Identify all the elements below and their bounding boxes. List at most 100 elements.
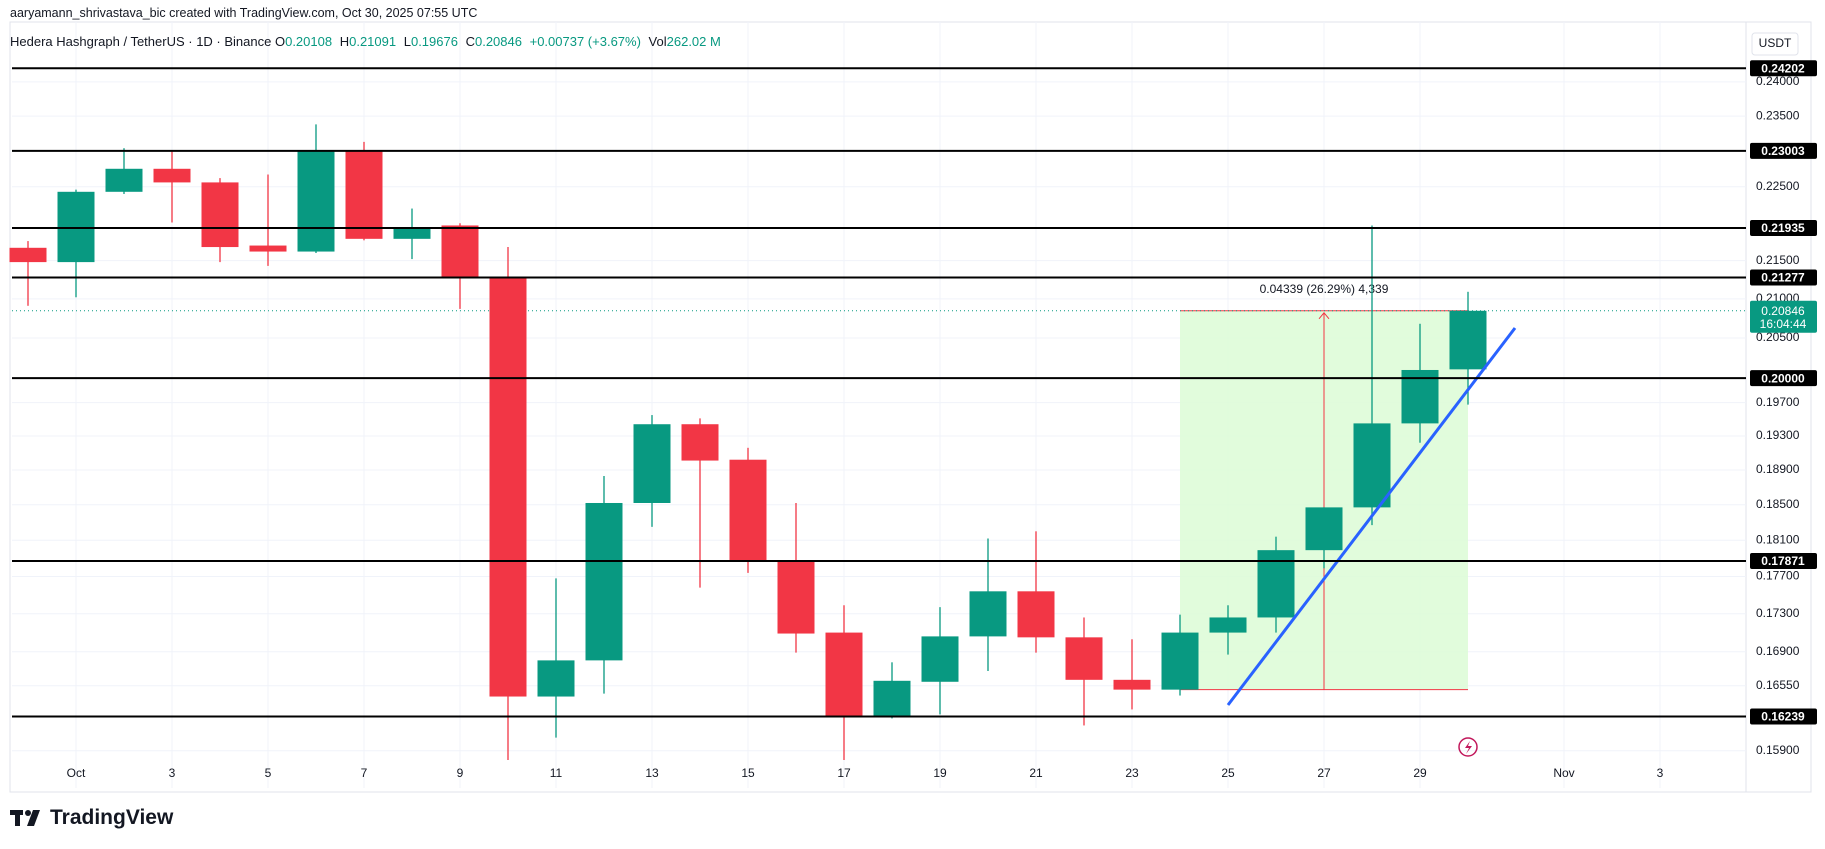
- candle-body: [1113, 679, 1151, 690]
- candle-body: [345, 151, 383, 239]
- alert-bolt: [1465, 741, 1472, 754]
- level-label-box: [1750, 552, 1817, 569]
- trendline: [1226, 327, 1517, 706]
- y-tick-label: 0.18900: [1756, 462, 1800, 476]
- x-tick-label: 17: [837, 766, 851, 780]
- y-tick-label: 0.15900: [1756, 743, 1800, 757]
- measure-label: 0.04339 (26.29%) 4,339: [1260, 282, 1389, 296]
- currency-box: [1751, 32, 1799, 56]
- x-tick-label: 3: [1657, 766, 1664, 780]
- low-value: 0.19676: [410, 34, 458, 49]
- l-label: L: [403, 34, 411, 49]
- last-price-label: 0.20846: [1761, 304, 1805, 318]
- x-tick-label: 5: [265, 766, 272, 780]
- candle-body: [393, 227, 431, 239]
- open-value: 0.20108: [285, 34, 333, 49]
- candle-body: [633, 424, 671, 503]
- x-tick-label: 13: [645, 766, 659, 780]
- x-tick-label: 27: [1317, 766, 1331, 780]
- y-tick-label: 0.23500: [1756, 108, 1800, 122]
- candle-body: [1449, 310, 1487, 370]
- x-tick-label: 7: [361, 766, 368, 780]
- y-tick-label: 0.18500: [1756, 497, 1800, 511]
- candle-body: [489, 276, 527, 697]
- plot-frame: [9, 21, 1812, 793]
- y-tick-label: 0.16550: [1756, 678, 1800, 692]
- y-tick-label: 0.24000: [1756, 74, 1800, 88]
- level-label: 0.16239: [1761, 710, 1805, 724]
- level-label: 0.17871: [1761, 554, 1805, 568]
- candle-body: [1353, 423, 1391, 508]
- candle-body: [1305, 507, 1343, 551]
- x-tick-label: 15: [741, 766, 755, 780]
- y-tick-label: 0.21500: [1756, 253, 1800, 267]
- candle-body: [201, 182, 239, 248]
- x-tick-label: 23: [1125, 766, 1139, 780]
- symbol: Hedera Hashgraph / TetherUS · 1D · Binan…: [10, 34, 272, 49]
- h-label: H: [339, 34, 350, 49]
- candle-body: [153, 168, 191, 183]
- alert-icon: [1458, 737, 1478, 757]
- x-tick-label: Oct: [67, 766, 86, 780]
- level-label-box: [1750, 220, 1817, 237]
- y-tick-label: 0.17300: [1756, 606, 1800, 620]
- level-label: 0.23003: [1761, 144, 1805, 158]
- volume-value: 262.02 M: [666, 34, 721, 49]
- candle-body: [441, 225, 479, 278]
- candle-body: [537, 660, 575, 697]
- level-label: 0.20000: [1761, 371, 1805, 385]
- candle-body: [249, 245, 287, 252]
- candle-body: [1017, 591, 1055, 638]
- candle-body: [1065, 637, 1103, 680]
- close-value: 0.20846: [474, 34, 522, 49]
- logo-text: TradingView: [50, 806, 174, 829]
- x-tick-label: 3: [169, 766, 176, 780]
- high-value: 0.21091: [349, 34, 397, 49]
- candle-body: [921, 636, 959, 682]
- x-tick-label: Nov: [1553, 766, 1574, 780]
- x-tick-label: 29: [1413, 766, 1427, 780]
- y-tick-label: 0.19700: [1756, 395, 1800, 409]
- candle-body: [105, 168, 143, 192]
- level-label: 0.21935: [1761, 221, 1805, 235]
- logo: TradingView: [10, 806, 173, 830]
- level-label-box: [1750, 269, 1817, 286]
- candle-body: [777, 560, 815, 634]
- y-tick-label: 0.17700: [1756, 569, 1800, 583]
- x-tick-label: 25: [1221, 766, 1235, 780]
- x-tick-label: 11: [550, 766, 563, 780]
- candle-body: [1161, 632, 1199, 690]
- level-label-box: [1750, 370, 1817, 387]
- last-price-box: [1750, 300, 1817, 333]
- candle-body: [57, 191, 95, 263]
- currency-label: USDT: [1759, 36, 1792, 50]
- candle-body: [9, 247, 47, 263]
- x-tick-label: 21: [1029, 766, 1043, 780]
- credit: aaryamann_shrivastava_bic created with T…: [10, 6, 478, 20]
- y-tick-label: 0.22500: [1756, 179, 1800, 193]
- candle-body: [873, 680, 911, 717]
- level-label: 0.21277: [1761, 271, 1805, 285]
- level-label-box: [1750, 708, 1817, 725]
- y-tick-label: 0.16900: [1756, 644, 1800, 658]
- c-label: C: [465, 34, 475, 49]
- x-tick-label: 19: [933, 766, 947, 780]
- volume-label: Vol: [648, 34, 667, 49]
- candle-body: [297, 151, 335, 252]
- o-label: O: [274, 34, 286, 49]
- candle-body: [585, 502, 623, 661]
- candle-body: [1209, 617, 1247, 633]
- candle-body: [825, 632, 863, 717]
- candle-body: [681, 424, 719, 461]
- y-tick-label: 0.18100: [1756, 532, 1800, 546]
- logo-icon: [10, 810, 40, 826]
- candle-body: [729, 459, 767, 561]
- x-tick-label: 9: [457, 766, 464, 780]
- y-tick-label: 0.20500: [1756, 330, 1800, 344]
- measure-arrowhead: [1318, 312, 1330, 320]
- y-tick-label: 0.19300: [1756, 428, 1800, 442]
- legend-row: Hedera Hashgraph / TetherUS · 1D · Binan…: [10, 34, 725, 49]
